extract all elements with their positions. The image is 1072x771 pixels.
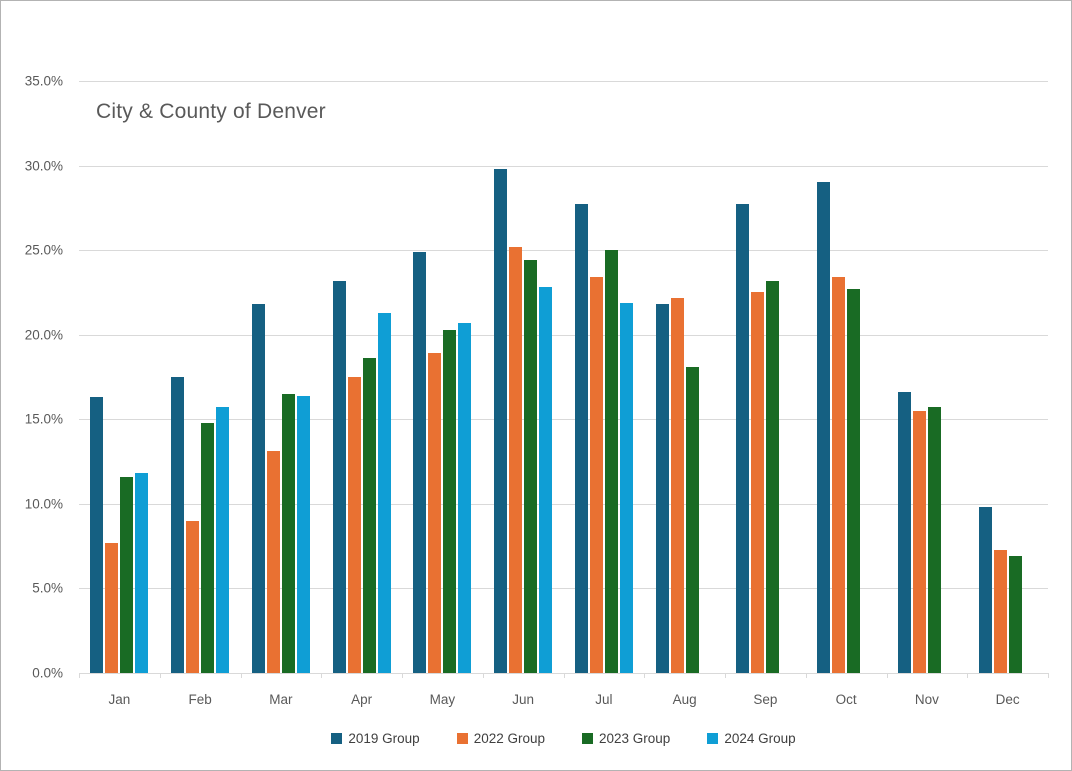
gridline-30 [79, 165, 1048, 167]
bar-2022-May [428, 353, 442, 673]
x-tick-label-Nov: Nov [914, 692, 939, 707]
x-tick-label-Dec: Dec [995, 692, 1020, 707]
bar-2023-Aug [685, 366, 699, 673]
x-tick-label-Aug: Aug [672, 692, 697, 707]
y-tick-label: 20.0% [24, 327, 63, 343]
gridline-35 [79, 81, 1048, 82]
bar-2022-Nov [912, 410, 926, 673]
x-axis-tick [1048, 673, 1049, 678]
y-tick-label: 0.0% [32, 665, 63, 681]
bar-2024-Jun [539, 287, 553, 673]
chart-title: City & County of Denver [96, 100, 326, 123]
y-tick-label: 35.0% [24, 73, 63, 89]
x-tick-label-Jun: Jun [512, 692, 535, 707]
y-tick-label: 5.0% [32, 580, 63, 596]
bar-2022-Sep [751, 292, 765, 673]
bar-2023-Dec [1008, 556, 1022, 673]
x-tick-label-Jul: Jul [595, 692, 613, 707]
bar-2019-Jan [90, 397, 104, 673]
legend-swatch-icon [707, 733, 719, 744]
bar-2022-Feb [186, 520, 200, 673]
bar-2024-Feb [216, 407, 230, 673]
x-axis-tick [886, 673, 888, 678]
bar-2022-Jan [105, 542, 119, 673]
bar-2024-Jan [135, 473, 149, 673]
bar-2019-Mar [251, 304, 265, 673]
bar-2023-Sep [766, 280, 780, 673]
bar-2019-Nov [897, 392, 911, 673]
bar-2023-Oct [847, 289, 861, 673]
x-axis-tick [805, 673, 807, 678]
bar-2022-Mar [266, 451, 280, 673]
legend-swatch-icon [331, 733, 343, 744]
y-tick-label: 15.0% [24, 411, 63, 427]
bar-2019-Dec [978, 507, 992, 673]
x-axis-tick [321, 673, 323, 678]
bar-2022-Apr [347, 377, 361, 673]
legend-label: 2019 Group [348, 731, 420, 746]
x-tick-label-Sep: Sep [753, 692, 778, 707]
x-tick-label-Feb: Feb [188, 692, 212, 707]
gridline-5 [79, 588, 1048, 590]
x-axis-tick [967, 673, 969, 678]
legend-item-2024: 2024 Group [707, 731, 796, 746]
bar-2023-Jan [120, 476, 134, 673]
legend-swatch-icon [456, 733, 468, 744]
bar-2024-May [458, 322, 472, 673]
bar-2019-Apr [332, 280, 346, 673]
bar-2023-Nov [927, 407, 941, 673]
bar-2022-Oct [832, 277, 846, 673]
legend-label: 2022 Group [473, 731, 545, 746]
x-tick-label-Jan: Jan [108, 692, 131, 707]
x-axis-tick [563, 673, 565, 678]
gridline-15 [79, 419, 1048, 421]
legend-swatch-icon [582, 733, 593, 744]
bar-2022-Aug [670, 297, 684, 673]
x-axis-tick [482, 673, 484, 678]
bar-2023-Jul [604, 250, 618, 673]
bar-2024-Apr [377, 312, 391, 673]
bar-2019-Feb [171, 377, 185, 673]
x-axis-tick [644, 673, 646, 678]
bar-2019-Jun [494, 168, 508, 673]
x-tick-label-Oct: Oct [835, 692, 857, 707]
y-tick-label: 30.0% [24, 158, 63, 174]
x-axis-tick [159, 673, 161, 678]
gridline-25 [79, 250, 1048, 252]
legend: 2019 Group 2022 Group 2023 Group 2024 Group [79, 731, 1048, 746]
legend-label: 2023 Group [599, 731, 671, 746]
bar-2019-May [413, 251, 427, 673]
bar-2019-Jul [574, 204, 588, 673]
bar-2019-Aug [655, 304, 669, 673]
x-axis-tick [79, 673, 80, 678]
x-tick-label-Apr: Apr [351, 692, 373, 707]
x-axis-tick [402, 673, 403, 678]
bar-2023-Feb [201, 422, 215, 673]
bar-2023-Jun [524, 260, 538, 673]
y-tick-label: 10.0% [24, 496, 63, 512]
legend-item-2019: 2019 Group [331, 731, 420, 746]
bar-2022-Jun [509, 246, 523, 673]
bar-2019-Oct [817, 182, 831, 673]
bar-2022-Dec [993, 549, 1007, 673]
legend-label: 2024 Group [724, 731, 796, 746]
bar-2023-Mar [281, 393, 295, 673]
x-tick-label-Mar: Mar [269, 692, 293, 707]
gridline-10 [79, 503, 1048, 505]
bar-2019-Sep [736, 204, 750, 673]
bar-2022-Jul [589, 277, 603, 673]
bar-2023-May [443, 329, 457, 673]
gridline-20 [79, 334, 1048, 336]
x-tick-label-May: May [429, 692, 456, 707]
y-tick-label: 25.0% [24, 242, 63, 258]
legend-item-2023: 2023 Group [582, 731, 670, 746]
bar-2024-Jul [619, 302, 633, 673]
x-axis-tick [240, 673, 242, 678]
legend-item-2022: 2022 Group [456, 731, 545, 746]
x-axis-tick [725, 673, 726, 678]
bar-2023-Apr [362, 358, 376, 673]
bar-2024-Mar [296, 395, 310, 673]
